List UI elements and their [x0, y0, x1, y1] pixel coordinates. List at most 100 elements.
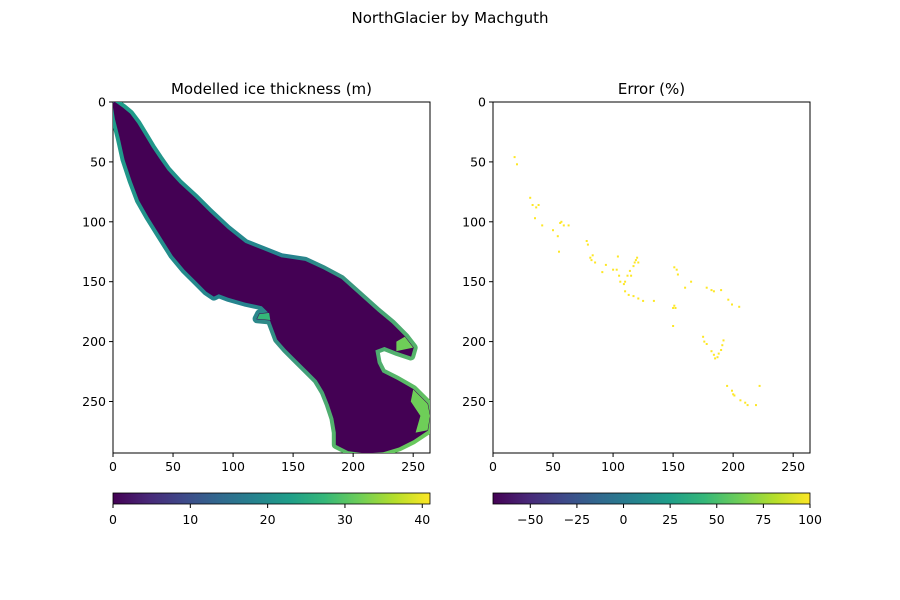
- error-point: [634, 259, 637, 262]
- thick-tongue: [410, 389, 430, 433]
- error-point: [702, 335, 705, 338]
- error-point: [624, 280, 627, 283]
- error-y-ticks: 0 50 100 150 200 250: [462, 95, 493, 409]
- thick-lobe: [396, 336, 414, 352]
- error-point: [560, 220, 563, 223]
- error-point: [746, 404, 749, 407]
- error-point: [744, 401, 747, 404]
- error-cbar-tick-label: 0: [620, 512, 628, 527]
- error-point: [731, 303, 733, 306]
- error-point: [716, 356, 719, 359]
- error-point: [529, 196, 532, 199]
- error-point: [558, 250, 560, 253]
- error-cbar-tick-label: −25: [564, 512, 590, 527]
- error-point: [705, 286, 708, 289]
- error-point: [672, 325, 675, 327]
- error-xtick-label: 250: [781, 459, 805, 474]
- error-point: [642, 299, 645, 302]
- error-point: [758, 384, 761, 387]
- error-point: [541, 224, 544, 227]
- error-point: [537, 204, 540, 206]
- ice-thickness-ytick-label: 50: [90, 154, 106, 169]
- error-point: [562, 224, 565, 227]
- error-cbar-tick-label: 75: [755, 512, 771, 527]
- error-point: [731, 389, 733, 392]
- error-point: [726, 384, 729, 387]
- ice-thickness-cbar-tick-label: 0: [109, 512, 117, 527]
- error-point: [628, 269, 631, 272]
- error-title: Error (%): [618, 80, 685, 98]
- ice-thickness-xtick-label: 0: [109, 459, 117, 474]
- error-point: [589, 256, 592, 259]
- error-point: [673, 266, 676, 269]
- ice-thickness-xtick-label: 200: [341, 459, 365, 474]
- error-point: [690, 280, 693, 283]
- error-cbar-tick-label: −50: [517, 512, 543, 527]
- error-ytick-label: 100: [462, 214, 486, 229]
- error-point: [672, 307, 675, 309]
- error-point: [626, 274, 629, 277]
- ice-thickness-ytick-label: 0: [98, 95, 106, 110]
- ice-thickness-ytick-label: 150: [82, 274, 106, 289]
- error-point: [591, 254, 594, 257]
- error-point: [612, 268, 615, 271]
- error-point: [637, 297, 640, 300]
- error-point: [722, 339, 725, 342]
- error-point: [712, 290, 715, 293]
- error-point: [559, 222, 562, 224]
- ice-thickness-title: Modelled ice thickness (m): [171, 80, 372, 98]
- ice-thickness-cbar-tick-label: 20: [260, 512, 276, 527]
- ice-thickness-y-ticks: 0 50 100 150 200 250: [82, 95, 113, 409]
- error-point: [622, 283, 625, 286]
- panel-error: Error (%) 0 50 100 150 200 250 0 50 100 150 200 25…: [462, 80, 811, 474]
- ice-thickness-colorbar-gradient: [112, 492, 431, 505]
- ice-thickness-cbar-tick-label: 40: [414, 512, 430, 527]
- error-point: [567, 224, 570, 227]
- error-colorbar-gradient: [492, 492, 811, 505]
- ice-thickness-xtick-label: 150: [281, 459, 305, 474]
- glacier-interior: [113, 102, 430, 453]
- error-ytick-label: 200: [462, 334, 486, 349]
- error-cbar-tick-label: 25: [662, 512, 678, 527]
- error-point: [624, 290, 627, 293]
- error-point: [556, 235, 559, 238]
- error-point: [684, 286, 687, 289]
- ice-thickness-xtick-label: 50: [165, 459, 181, 474]
- error-cbar-tick-label: 100: [798, 512, 822, 527]
- error-point: [733, 394, 736, 397]
- error-point: [627, 293, 630, 296]
- error-point: [594, 261, 597, 264]
- ice-thickness-xtick-label: 250: [401, 459, 425, 474]
- error-ytick-label: 250: [462, 394, 486, 409]
- error-point: [585, 240, 588, 242]
- error-cbar-tick-label: 50: [709, 512, 725, 527]
- error-x-ticks: 0 50 100 150 200 250: [489, 453, 805, 474]
- error-point: [717, 352, 720, 355]
- error-point: [710, 350, 713, 353]
- error-point: [739, 399, 742, 402]
- error-point: [618, 274, 621, 277]
- error-ytick-label: 0: [478, 95, 486, 110]
- ice-thickness-cbar-tick-label: 10: [182, 512, 198, 527]
- error-point: [738, 305, 741, 308]
- error-point: [636, 256, 639, 259]
- error-xtick-label: 150: [661, 459, 685, 474]
- error-point: [703, 340, 706, 343]
- error-point: [632, 265, 635, 268]
- error-points-layer: [513, 156, 761, 407]
- panel-ice-thickness: Modelled ice thickness (m) 0 50 100 150 200 2…: [82, 80, 431, 474]
- error-point: [601, 271, 604, 274]
- error-point: [586, 243, 589, 246]
- error-point: [535, 206, 538, 209]
- error-point: [673, 304, 676, 307]
- error-colorbar-ticks: −50 −25 0 25 50 75 100: [517, 504, 822, 527]
- error-point: [727, 298, 730, 301]
- error-point: [705, 343, 708, 345]
- ice-thickness-ytick-label: 200: [82, 334, 106, 349]
- error-point: [674, 307, 677, 309]
- ice-thickness-colorbar: 0 10 20 30 40: [109, 492, 431, 527]
- error-point: [675, 268, 678, 271]
- error-xtick-label: 200: [721, 459, 745, 474]
- figure-suptitle: NorthGlacier by Machguth: [351, 9, 549, 27]
